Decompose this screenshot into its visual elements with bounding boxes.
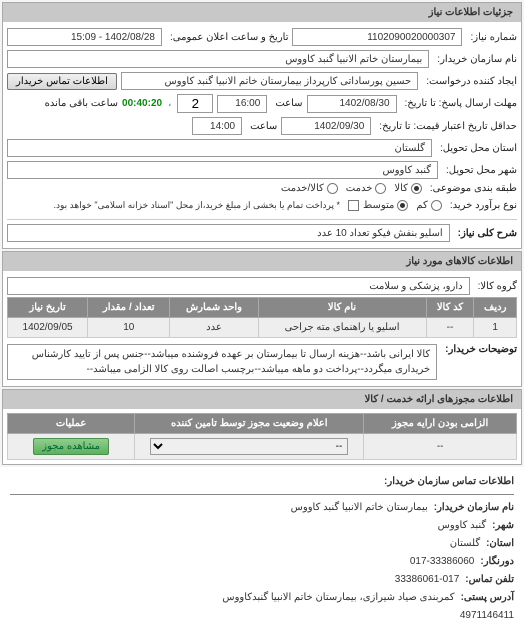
delivery-province-value: گلستان: [7, 139, 432, 157]
panel-need-info-header: جزئیات اطلاعات نیاز: [3, 3, 521, 22]
contact-address-value: کمربندی صیاد شیرازی، بیمارستان خاتم الان…: [222, 589, 454, 607]
resp-date-value: 1402/08/30: [307, 95, 397, 113]
buyer-notes-label: توضیحات خریدار:: [441, 344, 517, 355]
col-unit: واحد شمارش: [170, 298, 258, 318]
radio-dot-icon: [327, 183, 338, 194]
delivery-city-value: گنبد کاووس: [7, 161, 438, 179]
radio-goods-services-label: کالا/خدمت: [281, 183, 324, 194]
radio-dot-icon: [411, 183, 422, 194]
contact-city-label: شهر:: [492, 517, 514, 535]
buyer-contact-block: اطلاعات تماس سازمان خریدار: نام سازمان خ…: [0, 467, 524, 631]
need-summary-value: اسلیو بنفش فیکو تعداد 10 عدد: [7, 224, 450, 242]
response-deadline-label: مهلت ارسال پاسخ: تا تاریخ:: [401, 98, 517, 109]
contact-fax-value: 017-33386060: [410, 553, 475, 571]
radio-services[interactable]: خدمت: [346, 183, 387, 194]
need-summary-label: شرح کلی نیاز:: [454, 228, 517, 239]
radio-low-label: کم: [416, 200, 427, 211]
cell-unit: عدد: [170, 318, 258, 338]
radio-goods-label: کالا: [394, 183, 408, 194]
buyer-name-label: نام سازمان خریدار:: [433, 54, 517, 65]
cell-need-date: 1402/09/05: [8, 318, 88, 338]
contact-province-value: گلستان: [450, 535, 480, 553]
resp-time-label: ساعت: [271, 98, 302, 109]
cell-name: اسلیو یا راهنمای مته جراحی: [258, 318, 426, 338]
cell-row: 1: [474, 318, 517, 338]
treasury-note: * پرداخت تمام یا بخشی از مبلغ خرید،از مح…: [50, 198, 344, 213]
cell-status: --: [135, 434, 364, 460]
announce-datetime-value: 1402/08/28 - 15:09: [7, 28, 162, 46]
purchase-type-label: نوع برآورد خرید:: [446, 200, 517, 211]
contact-block-title: اطلاعات تماس سازمان خریدار:: [10, 473, 514, 495]
requester-label: ایجاد کننده درخواست:: [422, 76, 517, 87]
cell-mandatory: --: [364, 434, 517, 460]
col-row: ردیف: [474, 298, 517, 318]
cell-ops: مشاهده مجوز: [8, 434, 135, 460]
dash-sep: ،: [166, 98, 173, 109]
buyer-contact-button[interactable]: اطلاعات تماس خریدار: [7, 73, 117, 90]
license-table: الزامی بودن ارایه مجوز اعلام وضعیت مجوز …: [7, 413, 517, 460]
col-code: کد کالا: [426, 298, 474, 318]
radio-services-label: خدمت: [346, 183, 373, 194]
table-row: -- -- مشاهده مجوز: [8, 434, 517, 460]
col-need-date: تاریخ نیاز: [8, 298, 88, 318]
cell-code: --: [426, 318, 474, 338]
group-subject-label: طبقه بندی موضوعی:: [426, 183, 517, 194]
delivery-city-label: شهر محل تحویل:: [442, 165, 517, 176]
contact-province-label: استان:: [486, 535, 514, 553]
contact-org-label: نام سازمان خریدار:: [434, 499, 514, 517]
col-name: نام کالا: [258, 298, 426, 318]
buyer-name-value: بیمارستان خاتم الانبیا گنبد کاووس: [7, 50, 429, 68]
contact-phone-label: تلفن تماس:: [465, 571, 514, 589]
items-table: ردیف کد کالا نام کالا واحد شمارش تعداد /…: [7, 297, 517, 338]
col-qty: تعداد / مقدار: [88, 298, 170, 318]
contact-city-value: گنبد کاووس: [438, 517, 487, 535]
col-status: اعلام وضعیت مجوز توسط تامین کننده: [135, 414, 364, 434]
radio-dot-icon: [431, 200, 442, 211]
group-subject-radios: کالا خدمت کالا/خدمت: [281, 183, 422, 194]
page-input[interactable]: [177, 94, 213, 113]
requester-value: حسین پورساداتی کارپرداز بیمارستان خاتم ا…: [121, 72, 418, 90]
goods-group-label: گروه کالا:: [474, 281, 517, 292]
valid-time-label: ساعت: [246, 121, 277, 132]
panel-items-header: اطلاعات کالاهای مورد نیاز: [3, 252, 521, 271]
cell-qty: 10: [88, 318, 170, 338]
radio-goods[interactable]: کالا: [394, 183, 422, 194]
status-select[interactable]: --: [150, 438, 348, 455]
table-row[interactable]: 1 -- اسلیو یا راهنمای مته جراحی عدد 10 1…: [8, 318, 517, 338]
radio-mid-label: متوسط: [363, 200, 394, 211]
radio-dot-icon: [397, 200, 408, 211]
validity-label: حداقل تاریخ اعتبار قیمت: تا تاریخ:: [375, 121, 517, 132]
contact-address-label: آدرس پستی:: [461, 589, 514, 607]
remaining-label: ساعت باقی مانده: [41, 98, 118, 109]
radio-mid[interactable]: متوسط: [363, 200, 408, 211]
col-mandatory: الزامی بودن ارایه مجوز: [364, 414, 517, 434]
contact-postal-value: 4971146411: [460, 607, 514, 625]
purchase-type-radios: کم متوسط: [363, 200, 442, 211]
contact-fax-label: دورنگار:: [480, 553, 514, 571]
resp-time-value: 16:00: [217, 95, 267, 113]
contact-phone-value: 33386061-017: [395, 571, 460, 589]
treasury-checkbox[interactable]: [348, 200, 359, 211]
panel-licenses-header: اطلاعات مجوزهای ارائه خدمت / کالا: [3, 390, 521, 409]
radio-dot-icon: [375, 183, 386, 194]
countdown-value: 00:40:20: [122, 98, 162, 109]
col-ops: عملیات: [8, 414, 135, 434]
valid-date-value: 1402/09/30: [281, 117, 371, 135]
radio-low[interactable]: کم: [416, 200, 441, 211]
delivery-province-label: استان محل تحویل:: [436, 143, 517, 154]
need-number-value: 1102090020000307: [292, 28, 462, 46]
radio-goods-services[interactable]: کالا/خدمت: [281, 183, 338, 194]
contact-org-value: بیمارستان خاتم الانبیا گنبد کاووس: [291, 499, 428, 517]
goods-group-value: دارو، پزشکی و سلامت: [7, 277, 470, 295]
announce-datetime-label: تاریخ و ساعت اعلان عمومی:: [166, 32, 289, 43]
valid-time-value: 14:00: [192, 117, 242, 135]
need-number-label: شماره نیاز:: [466, 32, 517, 43]
buyer-notes-value: کالا ایرانی باشد--هزینه ارسال تا بیمارست…: [7, 344, 437, 380]
view-license-button[interactable]: مشاهده مجوز: [33, 438, 109, 455]
